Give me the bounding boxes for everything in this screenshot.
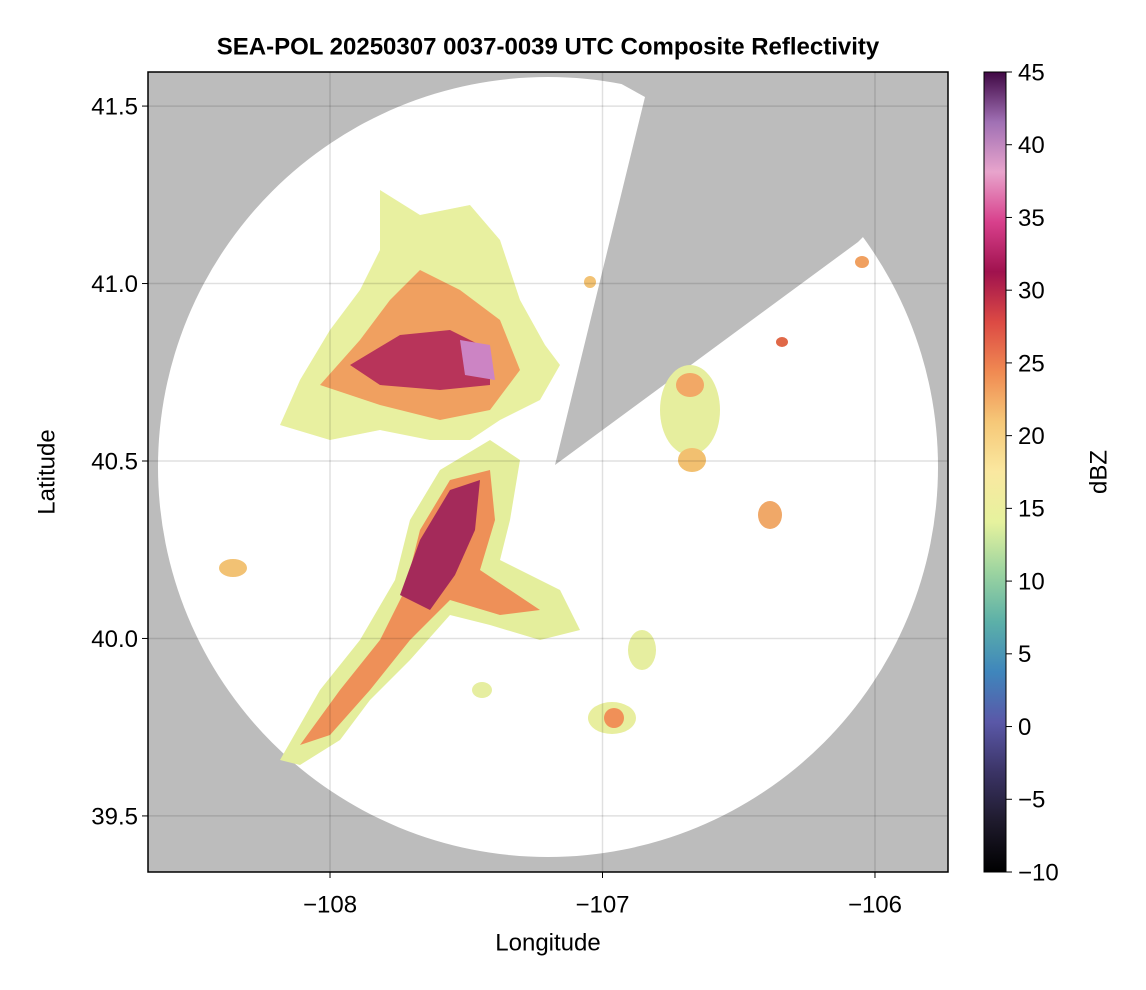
colorbar-tick-label: 40 [1018,132,1045,159]
x-tick-label: −106 [848,891,902,918]
x-tick-label: −107 [575,891,629,918]
colorbar [983,71,1007,873]
colorbar-tick-label: −10 [1018,859,1059,886]
colorbar-tick-label: 20 [1018,423,1045,450]
y-tick-label: 41.5 [91,93,138,120]
y-tick-label: 40.0 [91,626,138,653]
colorbar-tick-label: 10 [1018,568,1045,595]
colorbar-label: dBZ [1085,450,1112,494]
plot-area [148,72,948,872]
colorbar-tick-label: 45 [1018,59,1045,86]
y-tick-label: 40.5 [91,448,138,475]
x-axis-label: Longitude [495,929,600,956]
blocked-sector [555,72,900,465]
colorbar-tick-label: 30 [1018,278,1045,305]
colorbar-tick-label: 15 [1018,496,1045,523]
colorbar-tick-label: 35 [1018,205,1045,232]
x-tick-label: −108 [303,891,357,918]
colorbar-tick-label: 0 [1018,714,1031,741]
plot-frame [147,71,949,873]
echoes [219,190,869,765]
chart-title: SEA-POL 20250307 0037-0039 UTC Composite… [217,33,880,60]
y-axis-label: Latitude [33,429,60,514]
colorbar-tick-label: 25 [1018,350,1045,377]
colorbar-tick-label: −5 [1018,787,1045,814]
colorbar-tick-label: 5 [1018,641,1031,668]
y-tick-label: 39.5 [91,803,138,830]
y-tick-label: 41.0 [91,271,138,298]
